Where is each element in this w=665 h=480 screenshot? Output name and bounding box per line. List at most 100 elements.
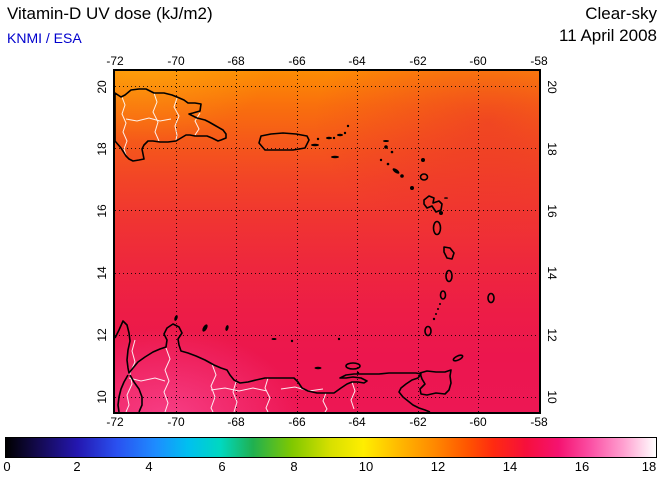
saba-island [379,158,383,162]
lon-tick-top: -62 [409,54,427,68]
colorbar-tick: 8 [290,459,298,474]
st-lucia-coastline [445,269,453,283]
colorbar-tick: 18 [641,459,657,474]
lon-tick-bottom: -72 [106,415,124,429]
grenadines-island [437,308,439,310]
lat-tick-left: 14 [95,266,109,280]
lat-tick-right: 18 [545,142,559,156]
grenadines-island [435,313,437,315]
st-thomas-island [326,136,332,140]
coastline-outlines [115,88,495,412]
montserrat-island [410,186,414,190]
grenadines-island [439,303,441,305]
st-croix-island [331,155,339,159]
grid-line [296,71,298,412]
colorbar-tick: 12 [430,459,446,474]
guadeloupe-coastline [423,195,443,213]
curacao-island [202,324,208,332]
tortola-island [337,133,343,137]
hispaniola-coastline [115,88,227,162]
source-credit: KNMI / ESA [7,30,82,46]
lon-tick-bottom: -70 [167,415,185,429]
virgin-gorda-island [343,131,347,135]
st-vincent-coastline [439,290,447,300]
bonaire-island [225,325,229,331]
lat-tick-left: 18 [95,142,109,156]
grid-line [417,71,419,412]
tobago-coastline [452,354,464,362]
colorbar [5,437,657,458]
barbados-coastline [487,292,495,304]
grid-line [115,272,539,274]
grid-line [478,71,480,412]
lon-tick-top: -66 [288,54,306,68]
coche-island [356,371,360,375]
puerto-rico-coastline [258,132,310,151]
colorbar-tick: 4 [145,459,153,474]
lat-tick-right: 12 [545,328,559,342]
lat-tick-right: 14 [545,266,559,280]
lon-tick-top: -60 [469,54,487,68]
small-islands [174,124,448,375]
culebra-island [316,137,320,141]
marie-galante-island [439,211,443,215]
blanquilla-island [337,337,341,341]
lon-tick-bottom: -68 [227,415,245,429]
nevis-island [400,174,404,178]
lon-tick-bottom: -64 [348,415,366,429]
vieques-island [311,143,319,147]
dominica-coastline [432,220,442,236]
lat-tick-left: 16 [95,204,109,218]
grid-line [175,71,177,412]
grid-line [357,71,359,412]
la-tortuga-island [314,366,322,370]
st-kitts-island [392,168,400,174]
lon-tick-top: -72 [106,54,124,68]
lon-tick-bottom: -60 [469,415,487,429]
st-john-island [332,136,336,140]
lat-tick-right: 16 [545,204,559,218]
anguilla-island [383,140,389,142]
lon-tick-top: -70 [167,54,185,68]
margarita-coastline [345,362,361,370]
lon-tick-bottom: -66 [288,415,306,429]
lon-tick-bottom: -58 [530,415,548,429]
colorbar-tick: 6 [218,459,226,474]
barbuda-island [421,158,425,162]
lon-tick-top: -64 [348,54,366,68]
st-barth-island [390,150,394,154]
sky-condition-label: Clear-sky [585,4,657,23]
lon-tick-top: -68 [227,54,245,68]
grid-line [236,71,238,412]
st-eustatius-island [386,162,390,166]
antigua-coastline [419,173,429,181]
colorbar-tick: 2 [73,459,81,474]
colorbar-tick: 14 [502,459,518,474]
country-borders [121,92,356,412]
colorbar-tick: 16 [574,459,590,474]
lake-maracaibo-coastline [117,374,143,412]
martinique-coastline [443,246,455,260]
st-martin-island [384,145,388,149]
lon-tick-bottom: -62 [409,415,427,429]
colorbar-tick: 0 [3,459,11,474]
orchila-island [290,339,294,343]
date-label: 11 April 2008 [559,26,657,45]
aruba-island [174,315,178,321]
trinidad-coastline [419,369,452,396]
lat-tick-left: 10 [95,390,109,404]
grid-line [115,396,539,398]
grenadines-island [432,317,436,321]
grid-line [115,334,539,336]
lat-tick-right: 10 [545,390,559,404]
coastlines-layer [115,88,495,412]
lat-tick-left: 12 [95,328,109,342]
grid-line [115,148,539,150]
colorbar-tick: 10 [358,459,374,474]
venezuela-coastline [115,320,431,412]
los-roques-islands [271,338,277,340]
page-title: Vitamin-D UV dose (kJ/m2) [7,4,213,23]
grid-line [115,86,539,88]
lat-tick-right: 20 [545,80,559,94]
grenada-coastline [424,325,432,337]
